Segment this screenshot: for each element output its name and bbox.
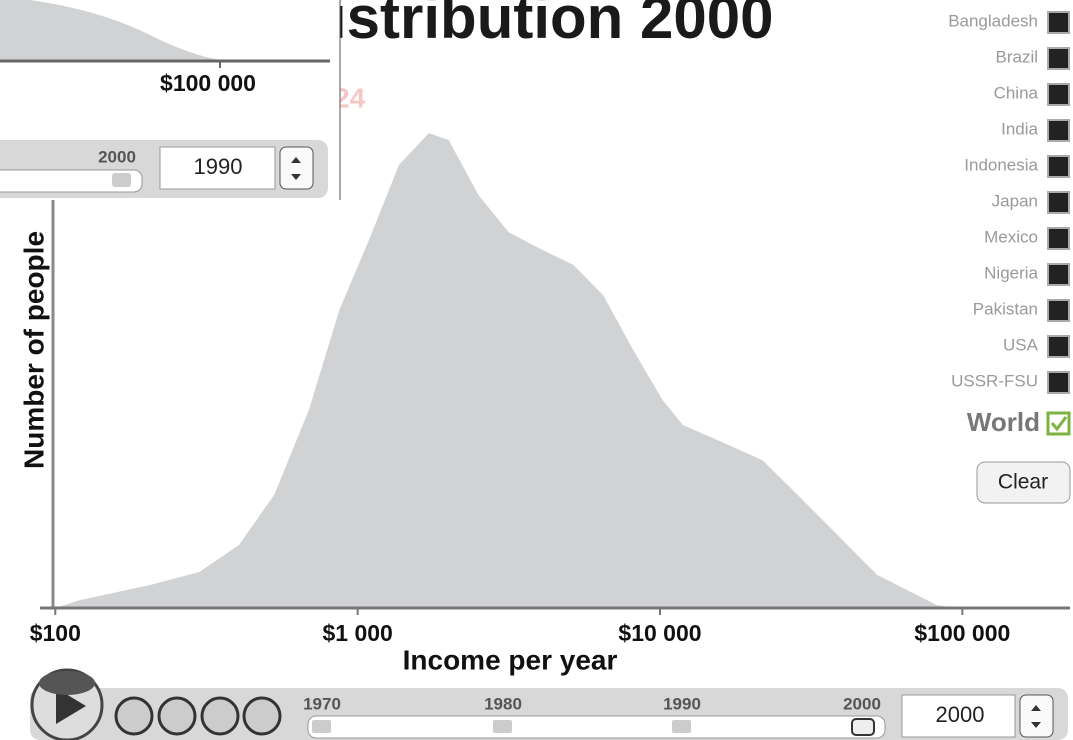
year-input-text: 2000 [936,702,985,727]
year-labels: 1970 1980 1990 2000 [303,694,881,733]
legend-checkbox[interactable] [1047,119,1070,142]
y-axis-label: Number of people [18,231,49,469]
year-label: 1980 [484,694,522,713]
legend-checkbox[interactable] [1047,47,1070,70]
clear-label: Clear [998,471,1048,494]
world-label: World [967,407,1040,437]
inset-spinner[interactable] [279,146,314,190]
x-axis-label: Income per year [403,644,618,675]
legend-checkbox[interactable] [1047,299,1070,322]
legend: Bangladesh Brazil China India Indonesia Japan… [948,11,1070,394]
legend-label: USA [1003,335,1039,354]
legend-checkbox[interactable] [1047,263,1070,286]
legend-label: Japan [992,191,1038,210]
spinner-arrows [1031,705,1041,728]
legend-label: Bangladesh [948,11,1038,30]
legend-checkbox[interactable] [1047,371,1070,394]
year-spinner[interactable] [1019,694,1054,738]
inset-slider-label: 2000 [98,147,136,166]
legend-label: USSR-FSU [951,371,1038,390]
inset-thumb[interactable] [112,173,131,187]
x-tick-label: $1 000 [322,620,392,646]
plot [55,133,957,608]
play-cap [39,671,95,695]
legend-label: Nigeria [984,263,1038,282]
inset-year-input[interactable] [159,146,276,190]
inset-area [0,0,220,60]
forward-button[interactable] [242,696,282,736]
legend-checkbox[interactable] [1047,335,1070,358]
year-label: 1970 [303,694,341,713]
income-area [55,133,957,608]
slider-thumb[interactable] [851,718,875,736]
play-icon [56,688,86,724]
inset-year-text: 1990 [194,154,243,179]
x-tick-label: $10 000 [618,620,701,646]
year-label: 2000 [843,694,881,713]
inset-spinner-arrows [291,157,301,180]
inset-slider[interactable] [0,169,143,193]
legend-label: China [994,83,1039,102]
legend-checkbox[interactable] [1047,83,1070,106]
chart-title: istribution 2000 [330,0,773,51]
slider-track[interactable] [307,715,886,739]
year-notch [312,720,331,733]
x-tick-label: $100 000 [914,620,1010,646]
inset-tick-label: $100 000 [160,70,256,96]
year-label: 1990 [663,694,701,713]
legend-checkbox[interactable] [1047,191,1070,214]
year-notch [672,720,691,733]
world-checkbox[interactable] [1046,411,1071,436]
x-tick-label: $100 [30,620,81,646]
legend-label: Brazil [995,47,1038,66]
year-input[interactable] [901,694,1016,738]
legend-checkbox[interactable] [1047,11,1070,34]
legend-checkbox[interactable] [1047,227,1070,250]
first-button[interactable] [114,696,154,736]
check-mark [1050,416,1068,432]
back-button[interactable] [157,696,197,736]
pause-button[interactable] [200,696,240,736]
clear-button[interactable] [976,461,1071,504]
legend-checkbox[interactable] [1047,155,1070,178]
inset-window: $100 000 2000 1990 [0,0,341,200]
legend-label: India [1001,119,1038,138]
legend-label: Mexico [984,227,1038,246]
legend-label: Indonesia [964,155,1038,174]
year-notch [493,720,512,733]
legend-label: Pakistan [973,299,1038,318]
